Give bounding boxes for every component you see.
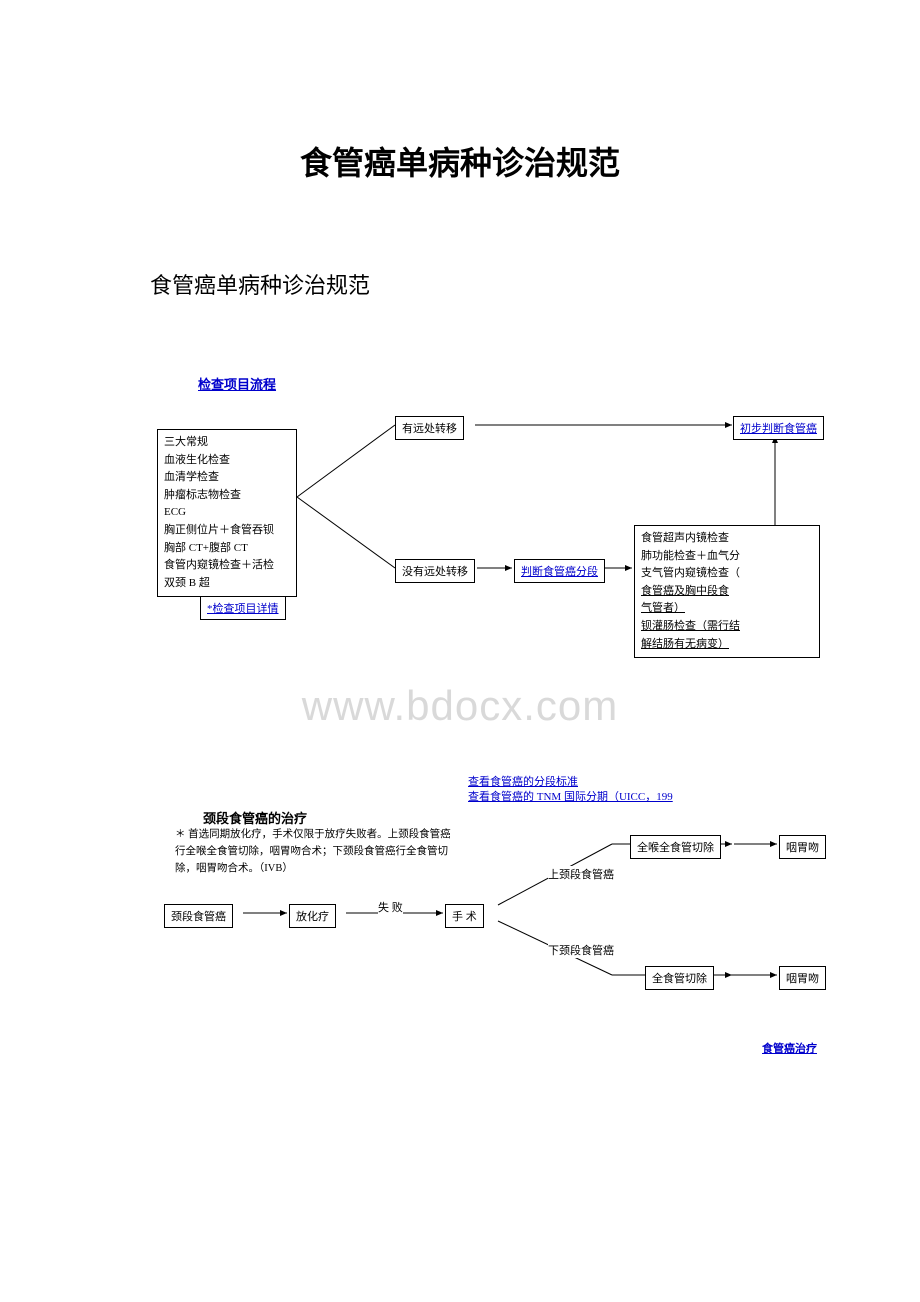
node-cervical-cancer: 颈段食管癌 — [164, 904, 233, 928]
page-subtitle: 食管癌单病种诊治规范 — [150, 268, 370, 300]
label-upper-cervical: 上颈段食管癌 — [548, 866, 614, 882]
exam-list-box: 三大常规血液生化检查血清学检查肿瘤标志物检查ECG胸正侧位片＋食管吞钡胸部 CT… — [157, 429, 297, 597]
node-no-metastasis: 没有远处转移 — [395, 559, 475, 583]
node-staging-link[interactable]: 判断食管癌分段 — [514, 559, 605, 583]
node-preliminary-diagnosis[interactable]: 初步判断食管癌 — [733, 416, 824, 440]
watermark: www.bdocx.com — [0, 682, 920, 730]
exam-flow-heading: 检查项目流程 — [198, 374, 276, 393]
node-total-laryngo-esophagectomy: 全喉全食管切除 — [630, 835, 721, 859]
node-anastomosis-1: 咽胃吻 — [779, 835, 826, 859]
tnm-staging-link[interactable]: 查看食管癌的 TNM 国际分期（UICC，199 — [468, 788, 673, 804]
treatment-note: ＊ 首选同期放化疗，手术仅限于放疗失败者。上颈段食管癌行全喉全食管切除，咽胃吻合… — [175, 827, 455, 877]
node-chemoradio: 放化疗 — [289, 904, 336, 928]
label-fail: 失 败 — [378, 899, 403, 915]
treatment-bottom-link[interactable]: 食管癌治疗 — [762, 1040, 817, 1056]
exam-detail-link[interactable]: *检查项目详情 — [200, 596, 286, 620]
node-surgery: 手 术 — [445, 904, 484, 928]
page-title: 食管癌单病种诊治规范 — [0, 138, 920, 184]
treatment-heading: 颈段食管癌的治疗 — [203, 808, 307, 827]
node-total-esophagectomy: 全食管切除 — [645, 966, 714, 990]
label-lower-cervical: 下颈段食管癌 — [548, 942, 614, 958]
further-exam-box: 食管超声内镜检查肺功能检查＋血气分支气管内窥镜检查（食管癌及胸中段食气管者）钡灌… — [634, 525, 820, 658]
staging-standard-link[interactable]: 查看食管癌的分段标准 — [468, 773, 578, 789]
node-anastomosis-2: 咽胃吻 — [779, 966, 826, 990]
node-has-metastasis: 有远处转移 — [395, 416, 464, 440]
